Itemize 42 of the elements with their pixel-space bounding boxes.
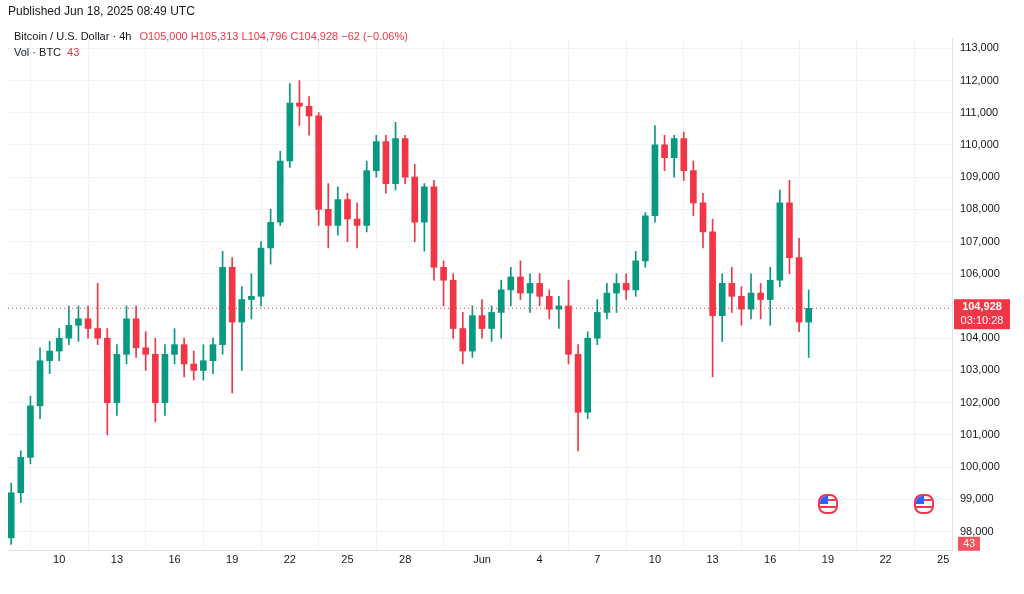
y-tick-label: 110,000: [960, 137, 999, 150]
x-tick-label: 10: [53, 553, 66, 566]
y-tick-label: 108,000: [960, 202, 1000, 215]
chart-title: Bitcoin / U.S. Dollar · 4h: [14, 30, 132, 42]
y-tick-label: 104,000: [960, 331, 1000, 344]
y-tick-label: 103,000: [960, 363, 1000, 376]
candlestick: [805, 289, 813, 358]
y-tick-label: 113,000: [960, 41, 999, 54]
y-tick-label: 111,000: [960, 105, 999, 118]
y-tick-label: 99,000: [960, 492, 994, 505]
x-tick-label: 25: [341, 553, 354, 566]
x-tick-label: 4: [536, 553, 543, 566]
y-tick-label: 100,000: [960, 460, 1000, 473]
y-tick-label: 101,000: [960, 427, 1000, 440]
x-tick-label: 7: [594, 553, 601, 566]
candlestick: [142, 331, 150, 371]
candlestick: [190, 350, 198, 381]
annotation: Vol · BTC: [14, 46, 62, 58]
y-tick-label: 107,000: [960, 234, 1000, 247]
x-tick-label: 16: [764, 553, 777, 566]
text: 03:10:28: [960, 314, 1004, 327]
x-tick-label: 13: [706, 553, 719, 566]
x-tick-label: 22: [879, 553, 892, 566]
annotation: 43: [67, 46, 80, 58]
y-tick-label: 98,000: [960, 524, 994, 537]
x-tick-label: 13: [110, 553, 124, 566]
x-tick-label: 25: [937, 553, 950, 566]
x-tick-label: 22: [283, 553, 296, 566]
y-tick-label: 109,000: [960, 170, 1000, 183]
x-tick-label: 10: [648, 553, 662, 566]
x-tick-label: 19: [226, 553, 239, 566]
x-tick-label: 28: [399, 553, 412, 566]
x-tick-label: 16: [168, 553, 181, 566]
text: 43: [962, 536, 976, 549]
annotation: O105,000 H105,313 L104,796 C104,928 −62 (−0.06%): [139, 30, 408, 42]
y-tick-label: 106,000: [960, 266, 1000, 279]
y-tick-label: 102,000: [960, 395, 1000, 408]
text: Published Jun 18, 2025 08:49 UTC: [8, 4, 195, 18]
y-tick-label: 112,000: [960, 73, 999, 86]
x-tick-label: 19: [821, 553, 835, 566]
ref-line-label: 104,928: [962, 300, 1002, 313]
x-tick-label: Jun: [473, 553, 491, 566]
